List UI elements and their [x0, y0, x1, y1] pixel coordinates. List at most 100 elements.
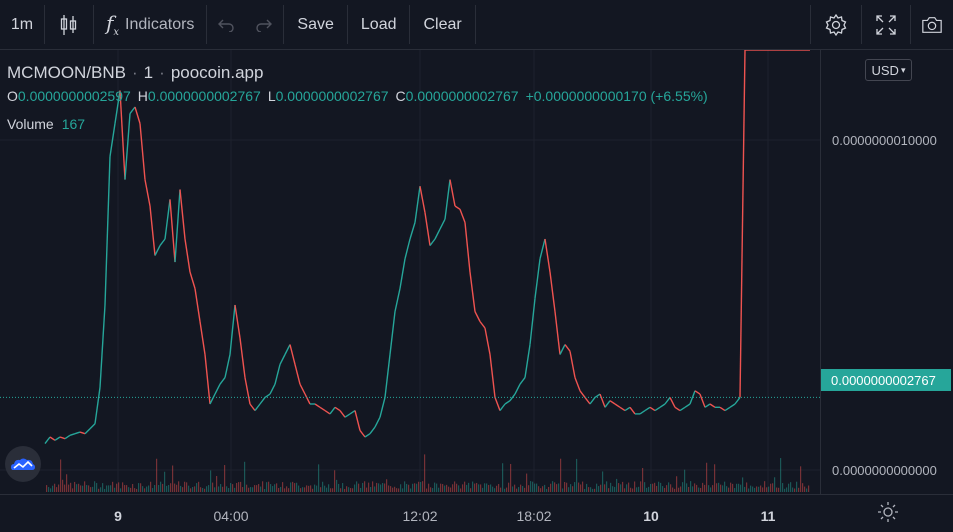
volume-bar: [790, 482, 792, 492]
load-button[interactable]: Load: [360, 15, 397, 33]
volume-bar: [156, 458, 158, 492]
volume-bar: [372, 481, 374, 492]
volume-bar: [640, 481, 642, 492]
price-segment: [424, 212, 431, 246]
volume-bar: [690, 481, 692, 492]
theme-toggle-icon[interactable]: [877, 501, 899, 523]
volume-bar: [612, 486, 614, 492]
volume-bar: [616, 478, 618, 492]
volume-bar: [116, 483, 118, 492]
chart-style-button[interactable]: [45, 0, 93, 49]
volume-bar: [654, 482, 656, 492]
indicators-button[interactable]: fx Indicators: [94, 0, 206, 49]
time-axis[interactable]: [0, 494, 953, 532]
price-chart[interactable]: [0, 49, 820, 494]
volume-bar: [188, 485, 190, 492]
price-segment: [159, 238, 166, 247]
volume-bar: [216, 476, 218, 492]
volume-bar: [382, 482, 384, 492]
volume-bar: [698, 487, 700, 492]
currency-select[interactable]: USD ▾: [865, 59, 912, 81]
volume-bar: [712, 485, 714, 492]
volume-bar: [302, 487, 304, 492]
volume-bar: [560, 458, 562, 492]
volume-bar: [514, 484, 516, 492]
volume-bar: [230, 483, 232, 492]
price-segment: [734, 396, 741, 405]
volume-bar: [564, 482, 566, 492]
volume-bar: [270, 484, 272, 492]
price-segment: [729, 403, 736, 408]
volume-bar: [386, 479, 388, 492]
volume-bar: [426, 488, 428, 492]
volume-bar: [776, 487, 778, 492]
volume-bar: [384, 483, 386, 492]
volume-bar: [66, 474, 68, 492]
open-value: 0.0000000002597: [17, 88, 131, 104]
volume-bar: [684, 469, 686, 492]
volume-bar: [724, 481, 726, 492]
volume-bar: [786, 487, 788, 492]
volume-bar: [580, 484, 582, 492]
price-segment: [544, 238, 551, 273]
price-segment: [249, 403, 256, 412]
close-key: C: [395, 88, 406, 104]
volume-bar: [148, 485, 150, 492]
price-segment: [494, 397, 501, 411]
volume-bar: [594, 488, 596, 492]
toolbar-divider: [346, 5, 348, 44]
price-segment: [179, 189, 186, 240]
price-segment: [169, 199, 176, 263]
volume-bar: [632, 488, 634, 492]
price-segment: [429, 238, 436, 247]
settings-button[interactable]: [811, 0, 861, 49]
gear-icon: [825, 13, 847, 36]
undo-button[interactable]: [207, 0, 245, 49]
price-segment: [349, 410, 356, 415]
chart-pane[interactable]: [0, 49, 820, 494]
clear-button[interactable]: Clear: [423, 15, 462, 33]
low-key: L: [267, 88, 276, 104]
volume-bar: [788, 483, 790, 492]
screenshot-button[interactable]: [911, 0, 953, 49]
volume-bar: [420, 482, 422, 492]
volume-bar: [438, 487, 440, 492]
volume-legend: Volume 167: [7, 116, 85, 132]
volume-bar: [716, 483, 718, 492]
volume-bar: [70, 482, 72, 492]
price-segment: [79, 431, 86, 435]
price-segment: [199, 321, 206, 355]
volume-bar: [704, 484, 706, 492]
volume-bar: [336, 479, 338, 492]
volume-bar: [96, 483, 98, 492]
volume-bar: [764, 481, 766, 492]
volume-bar: [394, 486, 396, 492]
price-segment: [234, 304, 241, 339]
price-segment: [404, 238, 411, 259]
volume-bar: [792, 487, 794, 492]
redo-button[interactable]: [245, 0, 283, 49]
volume-bar: [736, 483, 738, 492]
symbol-name[interactable]: MCMOON/BNB: [7, 63, 126, 82]
price-segment: [434, 228, 441, 240]
save-button[interactable]: Save: [297, 15, 334, 33]
price-segment: [69, 433, 76, 437]
legend-dot: ·: [132, 63, 138, 82]
interval-button[interactable]: 1m: [10, 15, 34, 33]
price-segment: [394, 288, 401, 312]
volume-bar: [250, 487, 252, 492]
volume-bar: [488, 484, 490, 492]
tradingview-logo[interactable]: [5, 446, 41, 482]
volume-bar: [464, 481, 466, 492]
volume-bar: [572, 486, 574, 492]
price-segment: [229, 304, 236, 355]
price-axis[interactable]: [820, 50, 953, 494]
volume-bar: [204, 488, 206, 492]
volume-bar: [196, 483, 198, 492]
volume-bar: [332, 488, 334, 492]
volume-bar: [550, 483, 552, 492]
volume-bar: [64, 484, 66, 492]
volume-bar: [260, 486, 262, 492]
volume-bar: [60, 459, 62, 492]
fullscreen-button[interactable]: [862, 0, 910, 49]
